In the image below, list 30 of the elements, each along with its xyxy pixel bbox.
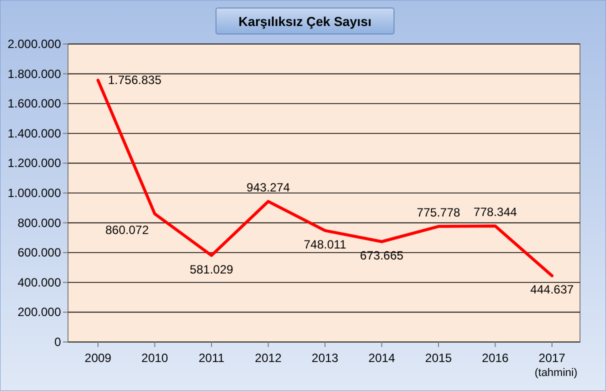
x-tick-label: 2011 bbox=[198, 351, 225, 365]
x-tick-label: 2012 bbox=[254, 351, 282, 365]
data-label: 1.756.835 bbox=[108, 73, 162, 88]
x-tick-label: 2017 (tahmini) bbox=[534, 351, 578, 379]
data-label: 444.637 bbox=[530, 282, 574, 297]
data-label: 778.344 bbox=[474, 205, 518, 220]
data-label: 748.011 bbox=[304, 238, 347, 252]
y-tick-label: 0 bbox=[54, 335, 62, 349]
x-tick-label: 2010 bbox=[141, 351, 168, 365]
chart-title: Karşılıksız Çek Sayısı bbox=[238, 14, 372, 29]
y-tick-label: 200.000 bbox=[18, 305, 62, 320]
y-tick-label: 1.200.000 bbox=[8, 156, 62, 170]
data-label: 775.778 bbox=[416, 205, 461, 220]
x-tick-label: 2009 bbox=[84, 351, 112, 365]
y-tick-label: 2.000.000 bbox=[8, 37, 62, 51]
data-label: 673.665 bbox=[360, 248, 404, 263]
data-label: 581.029 bbox=[190, 262, 234, 276]
data-label: 943.274 bbox=[246, 180, 290, 194]
y-tick-label: 600.000 bbox=[18, 246, 62, 260]
y-tick-label: 1.400.000 bbox=[8, 126, 62, 140]
y-tick-label: 400.000 bbox=[18, 275, 62, 290]
x-tick-label: 2014 bbox=[368, 351, 396, 365]
x-tick-label: 2015 bbox=[425, 351, 452, 365]
data-label: 860.072 bbox=[105, 222, 150, 237]
y-tick-label: 1.800.000 bbox=[8, 66, 62, 81]
x-tick-label: 2013 bbox=[312, 351, 339, 365]
y-tick-label: 800.000 bbox=[18, 216, 62, 230]
y-tick-label: 1.600.000 bbox=[8, 96, 62, 111]
y-tick-label: 1.000.000 bbox=[8, 186, 62, 200]
x-tick-label: 2016 bbox=[482, 351, 509, 365]
